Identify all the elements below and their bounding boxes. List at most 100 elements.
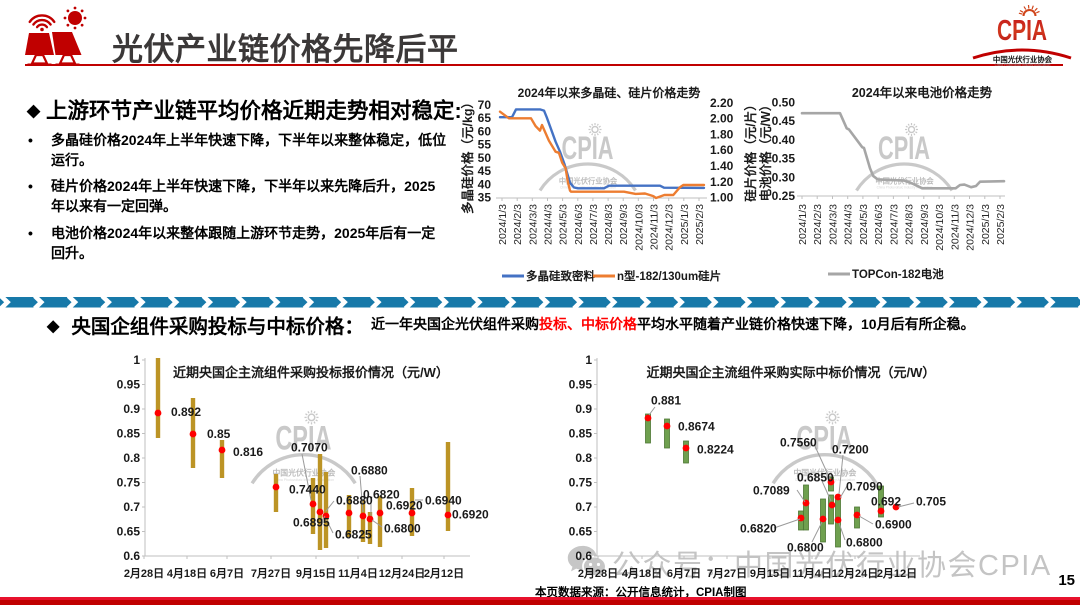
svg-text:中国光伏行业协会: 中国光伏行业协会 xyxy=(559,177,618,186)
svg-text:中国光伏行业协会: 中国光伏行业协会 xyxy=(993,55,1053,64)
svg-text:0.85: 0.85 xyxy=(207,427,231,441)
svg-text:0.6825: 0.6825 xyxy=(335,528,372,542)
svg-text:0.7090: 0.7090 xyxy=(846,480,883,494)
svg-text:硅片价格（元/片）: 硅片价格（元/片） xyxy=(743,98,758,201)
svg-text:CPIA: CPIA xyxy=(562,130,614,166)
svg-text:35: 35 xyxy=(478,191,492,205)
svg-text:近期央国企主流组件采购投标报价情况（元/W）: 近期央国企主流组件采购投标报价情况（元/W） xyxy=(173,365,449,380)
svg-text:0.30: 0.30 xyxy=(772,170,796,184)
svg-text:China Photovoltaic Industry As: China Photovoltaic Industry Association xyxy=(995,63,1051,66)
svg-text:11月4日: 11月4日 xyxy=(792,567,832,580)
svg-text:9月15日: 9月15日 xyxy=(750,567,790,580)
svg-text:50: 50 xyxy=(478,151,492,165)
svg-text:0.7: 0.7 xyxy=(123,500,140,514)
svg-text:40: 40 xyxy=(478,177,492,191)
svg-text:0.25: 0.25 xyxy=(772,189,796,203)
svg-text:0.8: 0.8 xyxy=(123,451,140,465)
svg-text:2月28日: 2月28日 xyxy=(124,567,164,580)
svg-text:2024/4/3: 2024/4/3 xyxy=(843,204,855,245)
svg-text:0.7560: 0.7560 xyxy=(780,436,817,450)
svg-text:4月18日: 4月18日 xyxy=(622,567,662,580)
svg-text:2024/10/3: 2024/10/3 xyxy=(633,204,645,251)
svg-text:2024/3/3: 2024/3/3 xyxy=(527,204,539,245)
svg-text:2024/12/3: 2024/12/3 xyxy=(965,204,977,251)
svg-text:2024/1/3: 2024/1/3 xyxy=(797,204,809,245)
svg-text:0.6940: 0.6940 xyxy=(425,494,462,508)
svg-text:n型-182/130um硅片: n型-182/130um硅片 xyxy=(617,269,721,283)
svg-text:12月24日: 12月24日 xyxy=(379,567,425,580)
svg-text:CPIA: CPIA xyxy=(878,130,930,166)
svg-text:China Photovoltaic Industry As: China Photovoltaic Industry Association xyxy=(274,478,334,482)
svg-text:0.881: 0.881 xyxy=(651,394,681,408)
svg-text:0.45: 0.45 xyxy=(772,114,796,128)
svg-text:CPIA: CPIA xyxy=(997,15,1047,47)
svg-text:0.6900: 0.6900 xyxy=(875,518,912,532)
svg-text:0.6895: 0.6895 xyxy=(293,516,330,530)
svg-text:0.85: 0.85 xyxy=(569,427,593,441)
svg-text:12月24日: 12月24日 xyxy=(832,567,878,580)
svg-text:中国光伏行业协会: 中国光伏行业协会 xyxy=(272,468,335,478)
svg-text:0.7440: 0.7440 xyxy=(289,483,326,497)
svg-text:55: 55 xyxy=(478,138,492,152)
svg-text:1: 1 xyxy=(585,353,592,367)
svg-text:2.00: 2.00 xyxy=(710,112,734,126)
svg-text:CPIA: CPIA xyxy=(796,419,852,457)
svg-text:2024/5/3: 2024/5/3 xyxy=(858,204,870,245)
svg-text:0.40: 0.40 xyxy=(772,133,796,147)
svg-text:0.6920: 0.6920 xyxy=(452,508,489,522)
svg-text:0.7089: 0.7089 xyxy=(753,484,790,498)
svg-text:0.892: 0.892 xyxy=(171,405,201,419)
svg-text:1.00: 1.00 xyxy=(710,191,734,205)
svg-text:0.75: 0.75 xyxy=(117,476,141,490)
svg-text:2025/1/3: 2025/1/3 xyxy=(679,204,691,245)
svg-text:多晶硅致密料: 多晶硅致密料 xyxy=(526,269,595,283)
svg-text:0.7: 0.7 xyxy=(575,500,592,514)
svg-text:2.20: 2.20 xyxy=(710,96,734,110)
svg-text:2025/2/3: 2025/2/3 xyxy=(995,204,1007,245)
svg-text:2024/9/3: 2024/9/3 xyxy=(618,204,630,245)
svg-text:0.50: 0.50 xyxy=(772,95,796,109)
svg-text:2月28日: 2月28日 xyxy=(578,567,618,580)
svg-text:2024/11/3: 2024/11/3 xyxy=(649,204,661,250)
svg-text:1: 1 xyxy=(133,353,140,367)
svg-text:2024/6/3: 2024/6/3 xyxy=(873,204,885,245)
svg-text:0.35: 0.35 xyxy=(772,152,796,166)
svg-text:China Photovoltaic Industry As: China Photovoltaic Industry Association xyxy=(877,186,933,190)
svg-text:6月7日: 6月7日 xyxy=(210,567,244,580)
svg-text:2024/11/3: 2024/11/3 xyxy=(949,204,961,250)
svg-text:0.705: 0.705 xyxy=(916,495,946,509)
svg-text:0.6800: 0.6800 xyxy=(384,522,421,536)
svg-text:2024/7/3: 2024/7/3 xyxy=(888,204,900,245)
svg-text:2024/1/3: 2024/1/3 xyxy=(497,204,509,245)
svg-text:11月4日: 11月4日 xyxy=(338,567,378,580)
svg-text:China Photovoltaic Industry As: China Photovoltaic Industry Association xyxy=(795,478,855,482)
svg-text:2024/8/3: 2024/8/3 xyxy=(603,204,615,245)
svg-text:0.8: 0.8 xyxy=(575,451,592,465)
svg-text:70: 70 xyxy=(478,98,492,112)
svg-text:0.816: 0.816 xyxy=(233,445,263,459)
svg-text:6月7日: 6月7日 xyxy=(667,567,701,580)
svg-text:2024/4/3: 2024/4/3 xyxy=(543,204,555,245)
svg-text:近期央国企主流组件采购实际中标价情况（元/W）: 近期央国企主流组件采购实际中标价情况（元/W） xyxy=(647,365,936,380)
svg-text:0.6800: 0.6800 xyxy=(787,541,824,555)
svg-text:0.65: 0.65 xyxy=(117,525,141,539)
svg-text:2024/9/3: 2024/9/3 xyxy=(919,204,931,245)
svg-text:1.40: 1.40 xyxy=(710,159,734,173)
svg-text:0.95: 0.95 xyxy=(569,378,593,392)
svg-text:2024/3/3: 2024/3/3 xyxy=(828,204,840,245)
svg-text:0.6820: 0.6820 xyxy=(740,522,777,536)
svg-text:0.6: 0.6 xyxy=(575,549,592,563)
svg-text:0.6920: 0.6920 xyxy=(386,499,423,513)
svg-text:2024年以来电池价格走势: 2024年以来电池价格走势 xyxy=(852,85,993,100)
svg-text:7月27日: 7月27日 xyxy=(707,567,747,580)
svg-text:65: 65 xyxy=(478,111,492,125)
svg-text:60: 60 xyxy=(478,124,492,138)
svg-text:0.6850: 0.6850 xyxy=(797,471,834,485)
svg-text:1.60: 1.60 xyxy=(710,143,734,157)
svg-text:0.7070: 0.7070 xyxy=(291,441,328,455)
svg-text:0.6880: 0.6880 xyxy=(336,494,373,508)
svg-text:0.65: 0.65 xyxy=(569,525,593,539)
svg-text:2024年以来多晶硅、硅片价格走势: 2024年以来多晶硅、硅片价格走势 xyxy=(518,85,701,100)
svg-text:45: 45 xyxy=(478,164,492,178)
svg-text:电池价格（元/W）: 电池价格（元/W） xyxy=(758,99,773,202)
